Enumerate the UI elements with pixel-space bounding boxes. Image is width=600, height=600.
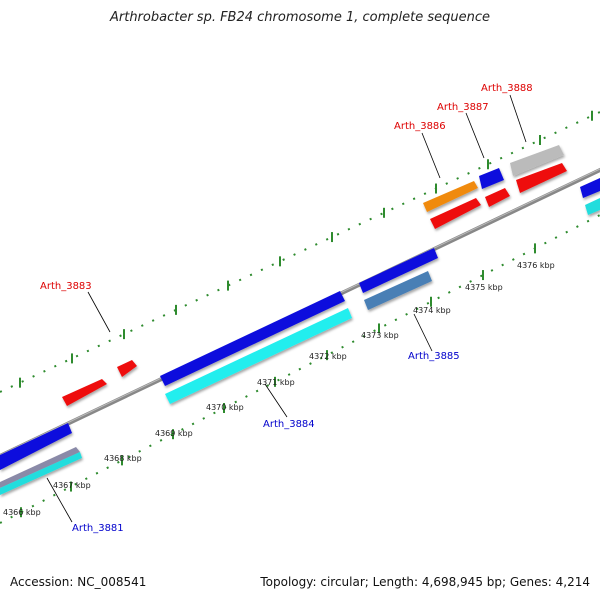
- major-ticks: [19, 110, 593, 518]
- inner-ruler-dots: [0, 214, 600, 524]
- leader-arth-3881: [46, 477, 73, 523]
- gene-labels: Arth_3881 Arth_3883 Arth_3884 Arth_3885 Arth…: [40, 83, 533, 534]
- scale-tick-label: 4372 kbp: [309, 352, 347, 361]
- scale-tick-label: 4367 kbp: [53, 481, 91, 490]
- gene-label-arth-3883: Arth_3883: [40, 281, 92, 292]
- gene-label-arth-3888: Arth_3888: [481, 83, 533, 94]
- forward-features: [62, 145, 600, 406]
- gene-feature-reverse-2: [0, 447, 80, 488]
- scale-tick-label: 4368 kbp: [104, 454, 142, 463]
- scale-tick-label: 4376 kbp: [517, 261, 555, 270]
- scale-tick-label: 4366 kbp: [3, 508, 41, 517]
- gene-label-arth-3885: Arth_3885: [408, 351, 460, 362]
- leader-arth-3886: [421, 132, 441, 179]
- gene-feature-forward-edge: [580, 178, 600, 198]
- gene-label-arth-3886: Arth_3886: [394, 121, 446, 132]
- reverse-features: [0, 198, 600, 495]
- gene-feature-forward-4: [485, 188, 510, 207]
- gene-feature-reverse-4: [359, 248, 438, 293]
- gene-feature-forward-2: [117, 360, 137, 377]
- gene-feature-arth-3884: [165, 308, 352, 404]
- gene-feature-arth-3881: [0, 452, 82, 495]
- scale-tick-label: 4375 kbp: [465, 283, 503, 292]
- scale-tick-label: 4370 kbp: [206, 403, 244, 412]
- gene-label-arth-3887: Arth_3887: [437, 102, 489, 113]
- gene-feature-forward-1: [62, 379, 107, 406]
- leader-arth-3887: [465, 112, 485, 159]
- gene-label-arth-3884: Arth_3884: [263, 419, 315, 430]
- label-leaders: [46, 94, 527, 523]
- gene-feature-reverse-edge: [585, 198, 600, 215]
- outer-ruler-dots: [0, 111, 600, 393]
- gene-feature-forward-3: [430, 198, 481, 229]
- leader-arth-3884: [264, 383, 288, 418]
- leader-arth-3883: [87, 291, 111, 333]
- gene-feature-arth-3887: [479, 168, 504, 189]
- gene-feature-forward-5: [516, 163, 567, 193]
- gene-feature-reverse-3: [160, 291, 345, 386]
- leader-arth-3885: [413, 313, 433, 352]
- gene-feature-reverse-1: [0, 423, 72, 470]
- accession-text: Accession: NC_008541: [10, 575, 147, 589]
- scale-tick-label: 4371 kbp: [257, 378, 295, 387]
- scale-tick-label: 4373 kbp: [361, 331, 399, 340]
- gene-label-arth-3881: Arth_3881: [72, 523, 124, 534]
- gene-feature-arth-3886: [423, 181, 478, 212]
- gene-feature-arth-3888: [510, 145, 564, 176]
- gene-feature-arth-3885: [364, 271, 432, 310]
- tick-labels: 4366 kbp 4367 kbp 4368 kbp 4369 kbp 4370 kbp…: [3, 261, 555, 517]
- sequence-summary-text: Topology: circular; Length: 4,698,945 bp…: [260, 575, 590, 589]
- scale-tick-label: 4374 kbp: [413, 306, 451, 315]
- scale-tick-label: 4369 kbp: [155, 429, 193, 438]
- map-title: Arthrobacter sp. FB24 chromosome 1, comp…: [109, 10, 491, 25]
- leader-arth-3888: [509, 94, 527, 143]
